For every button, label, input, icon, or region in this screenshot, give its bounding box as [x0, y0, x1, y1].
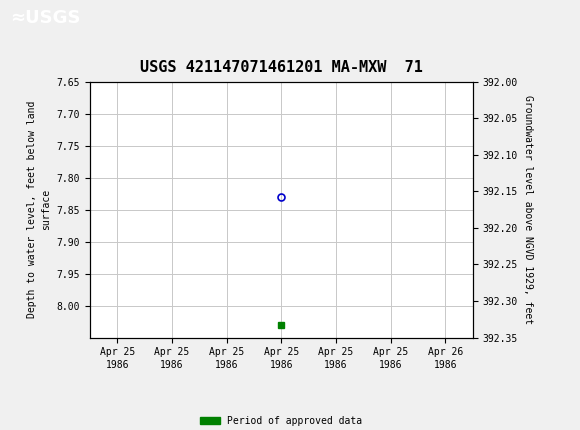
Title: USGS 421147071461201 MA-MXW  71: USGS 421147071461201 MA-MXW 71: [140, 60, 423, 75]
Text: ≈USGS: ≈USGS: [10, 9, 81, 27]
Y-axis label: Groundwater level above NGVD 1929, feet: Groundwater level above NGVD 1929, feet: [523, 95, 533, 324]
Y-axis label: Depth to water level, feet below land
surface: Depth to water level, feet below land su…: [27, 101, 51, 318]
Legend: Period of approved data: Period of approved data: [196, 412, 367, 430]
